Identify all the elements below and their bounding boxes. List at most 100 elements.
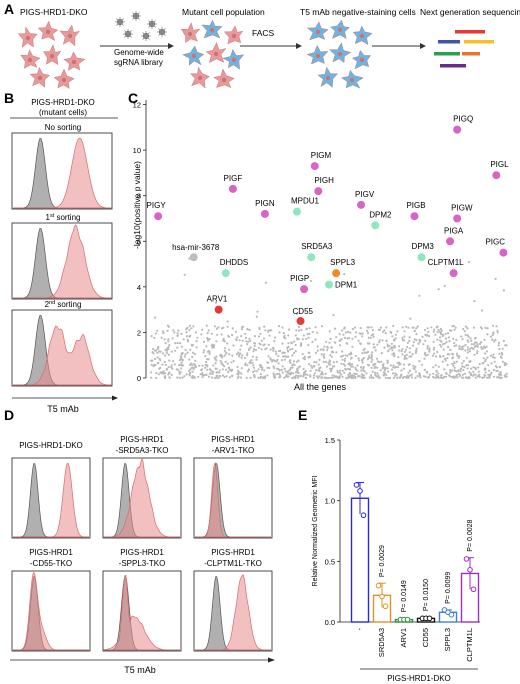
mutant-label: Mutant cell population [182, 7, 265, 17]
background-gene-point [447, 336, 450, 339]
background-gene-point [186, 335, 189, 338]
background-gene-point [180, 345, 183, 348]
background-gene-point [266, 374, 269, 377]
background-gene-point [273, 359, 276, 362]
background-gene-point [476, 352, 479, 355]
gene-point-clptm1l [449, 269, 458, 278]
background-gene-point [421, 335, 424, 338]
background-gene-point [415, 349, 418, 352]
background-gene-point [328, 367, 331, 370]
background-gene-point [422, 343, 425, 346]
panel-d-x-arrow-head [268, 657, 275, 663]
panel-c: -log10(positive p value) 0 2 4 6 8 10 12 PIGY h… [132, 100, 509, 392]
background-gene-point [437, 365, 440, 368]
background-gene-point [191, 344, 194, 347]
background-gene-point [389, 364, 392, 367]
background-gene-point [437, 372, 440, 375]
background-gene-point [335, 360, 338, 363]
cell-nucleus [37, 75, 43, 81]
background-gene-point [291, 354, 294, 357]
cell-cluster-mutant [180, 19, 245, 89]
background-gene-point [380, 352, 383, 355]
background-gene-point [215, 327, 218, 330]
background-gene-point [457, 356, 460, 359]
background-gene-point [498, 376, 501, 379]
background-gene-point [246, 364, 249, 367]
background-gene-point [201, 376, 204, 379]
background-gene-point [498, 348, 501, 351]
background-gene-point [347, 373, 350, 376]
background-gene-point [257, 368, 260, 371]
isotype-histogram [13, 137, 111, 209]
cell-nucleus [359, 33, 365, 39]
background-gene-point [486, 327, 489, 330]
background-gene-point [344, 368, 347, 371]
panel-label-d: D [4, 407, 14, 423]
background-gene-point [396, 361, 399, 365]
background-gene-point [496, 331, 499, 334]
background-gene-point [416, 325, 419, 328]
background-gene-point [447, 345, 450, 349]
background-gene-point [451, 356, 455, 359]
background-gene-point [193, 376, 196, 379]
background-gene-point [423, 357, 426, 360]
background-gene-point [464, 372, 467, 375]
background-gene-point [214, 367, 217, 370]
background-gene-point [490, 362, 493, 365]
background-gene-point [206, 339, 210, 342]
background-gene-point [212, 346, 215, 349]
background-gene-point [190, 327, 193, 330]
background-gene-point [253, 369, 256, 372]
cell-nucleus [49, 53, 55, 59]
background-gene-point [487, 364, 490, 367]
background-gene-point [228, 376, 231, 379]
background-gene-point [465, 356, 468, 359]
background-gene-point [412, 364, 415, 367]
background-gene-point [162, 352, 165, 355]
background-gene-point [186, 338, 189, 341]
background-gene-point [497, 341, 501, 344]
gene-label-pigf: PIGF [224, 174, 243, 183]
background-gene-point [194, 366, 197, 369]
background-gene-point [192, 368, 195, 371]
panel-b-title-2: (mutant cells) [39, 108, 87, 117]
cell-nucleus [315, 29, 321, 35]
replicate-point [404, 616, 411, 623]
cell-nucleus [25, 35, 31, 41]
panel-a-top-label: PIGS-HRD1-DKO [20, 7, 88, 17]
background-gene-point [474, 373, 477, 376]
background-gene-point [451, 325, 454, 328]
gene-label-srd5a3: SRD5A3 [301, 242, 333, 251]
background-gene-point [240, 335, 243, 338]
background-gene-point [436, 331, 439, 334]
background-gene-point [173, 331, 176, 334]
gene-point-pigc [499, 248, 508, 257]
background-gene-point [427, 330, 430, 333]
background-gene-point [462, 359, 465, 363]
background-gene-point [332, 313, 335, 317]
background-gene-point [504, 344, 507, 347]
background-gene-point [164, 342, 167, 345]
background-gene-point [489, 354, 493, 357]
background-gene-point [298, 329, 301, 332]
replicate-point [463, 556, 470, 562]
background-gene-point [291, 364, 294, 367]
background-gene-point [484, 358, 487, 361]
background-gene-point [376, 372, 379, 375]
background-gene-point [376, 360, 379, 363]
background-gene-point [488, 376, 491, 379]
background-gene-point [492, 369, 496, 372]
background-gene-point [203, 366, 207, 369]
background-gene-point [227, 366, 230, 369]
background-gene-point [390, 342, 393, 345]
background-gene-point [459, 370, 462, 373]
gene-point-sppl3 [332, 269, 341, 278]
panel-label-e: E [298, 407, 307, 423]
background-gene-point [449, 369, 452, 372]
background-gene-point [464, 349, 467, 352]
bar-label: CLPTM1L [465, 628, 474, 662]
background-gene-point [438, 330, 441, 333]
background-gene-point [384, 331, 387, 335]
background-gene-point [473, 345, 476, 348]
background-gene-point [331, 376, 334, 379]
